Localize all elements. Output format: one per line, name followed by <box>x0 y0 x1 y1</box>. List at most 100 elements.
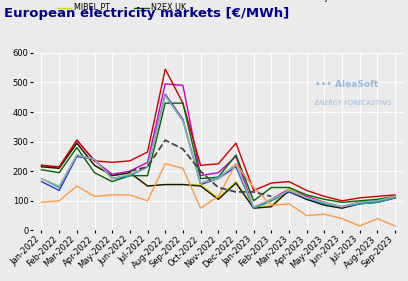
EPEX SPOT DE <box>286 190 291 194</box>
N2EX UK <box>339 201 344 204</box>
MIBEL ES <box>216 198 221 201</box>
MIBEL PT <box>92 164 97 167</box>
EPEX SPOT DE <box>92 158 97 161</box>
IPEX IT <box>127 159 132 162</box>
Nord Pool <box>127 193 132 197</box>
MIBEL PT <box>145 184 150 188</box>
MIBEL PT <box>269 203 274 207</box>
MIBEL PT <box>357 202 362 205</box>
Nord Pool <box>357 224 362 228</box>
IPEX IT <box>357 196 362 200</box>
EPEX SPOT BE <box>233 164 238 167</box>
MIBEL+Adjust. <box>127 169 132 173</box>
Line: MIBEL ES: MIBEL ES <box>42 143 395 208</box>
EPEX SPOT NL <box>163 94 168 98</box>
MIBEL ES <box>198 184 203 188</box>
IPEX IT <box>216 162 221 166</box>
Nord Pool <box>251 186 256 189</box>
Nord Pool <box>74 184 79 188</box>
N2EX UK <box>233 153 238 157</box>
MIBEL+Adjust. <box>251 190 256 194</box>
MIBEL PT <box>251 205 256 209</box>
IPEX IT <box>269 181 274 185</box>
MIBEL ES <box>92 164 97 167</box>
MIBEL ES <box>375 201 380 204</box>
N2EX UK <box>57 171 62 175</box>
EPEX SPOT FR <box>180 84 185 87</box>
N2EX UK <box>110 180 115 183</box>
EPEX SPOT NL <box>304 196 309 200</box>
N2EX UK <box>145 174 150 177</box>
EPEX SPOT FR <box>269 198 274 201</box>
MIBEL PT <box>392 196 397 200</box>
EPEX SPOT FR <box>233 155 238 158</box>
N2EX UK <box>39 168 44 171</box>
IPEX IT <box>180 101 185 105</box>
Nord Pool <box>216 195 221 198</box>
IPEX IT <box>110 161 115 164</box>
EPEX SPOT NL <box>251 205 256 209</box>
EPEX SPOT BE <box>145 165 150 169</box>
EPEX SPOT NL <box>392 195 397 198</box>
EPEX SPOT BE <box>286 189 291 192</box>
MIBEL PT <box>39 165 44 169</box>
Line: EPEX SPOT BE: EPEX SPOT BE <box>42 96 395 208</box>
IPEX IT <box>233 141 238 145</box>
EPEX SPOT BE <box>375 201 380 204</box>
EPEX SPOT DE <box>39 180 44 183</box>
MIBEL ES <box>286 189 291 192</box>
N2EX UK <box>304 193 309 197</box>
Text: ENERGY FORECASTING: ENERGY FORECASTING <box>315 99 391 106</box>
MIBEL+Adjust. <box>269 195 274 198</box>
EPEX SPOT FR <box>357 201 362 204</box>
EPEX SPOT BE <box>339 205 344 209</box>
Nord Pool <box>339 217 344 220</box>
MIBEL PT <box>57 167 62 170</box>
MIBEL+Adjust. <box>233 190 238 194</box>
EPEX SPOT FR <box>286 187 291 191</box>
EPEX SPOT DE <box>375 199 380 203</box>
EPEX SPOT BE <box>357 202 362 205</box>
EPEX SPOT NL <box>339 205 344 209</box>
EPEX SPOT FR <box>304 195 309 198</box>
EPEX SPOT DE <box>216 177 221 180</box>
IPEX IT <box>392 193 397 197</box>
EPEX SPOT DE <box>180 118 185 121</box>
EPEX SPOT BE <box>39 177 44 180</box>
N2EX UK <box>375 198 380 201</box>
MIBEL ES <box>304 198 309 201</box>
MIBEL PT <box>322 202 327 205</box>
IPEX IT <box>74 139 79 142</box>
Nord Pool <box>233 162 238 166</box>
Nord Pool <box>57 199 62 203</box>
MIBEL PT <box>286 187 291 191</box>
EPEX SPOT NL <box>357 201 362 204</box>
EPEX SPOT BE <box>127 174 132 177</box>
EPEX SPOT BE <box>163 94 168 98</box>
IPEX IT <box>163 67 168 71</box>
Line: MIBEL PT: MIBEL PT <box>42 143 395 207</box>
EPEX SPOT NL <box>180 119 185 123</box>
EPEX SPOT NL <box>110 177 115 180</box>
Nord Pool <box>163 162 168 166</box>
MIBEL PT <box>127 171 132 175</box>
EPEX SPOT BE <box>269 199 274 203</box>
Nord Pool <box>322 212 327 216</box>
MIBEL ES <box>339 207 344 210</box>
MIBEL+Adjust. <box>145 165 150 169</box>
EPEX SPOT FR <box>39 164 44 167</box>
Nord Pool <box>304 214 309 217</box>
EPEX SPOT NL <box>127 173 132 176</box>
EPEX SPOT FR <box>251 207 256 210</box>
N2EX UK <box>392 195 397 198</box>
EPEX SPOT NL <box>286 189 291 192</box>
Nord Pool <box>286 202 291 205</box>
IPEX IT <box>251 189 256 192</box>
EPEX SPOT DE <box>322 202 327 205</box>
MIBEL ES <box>251 207 256 210</box>
MIBEL PT <box>304 196 309 200</box>
N2EX UK <box>92 171 97 175</box>
EPEX SPOT FR <box>74 139 79 142</box>
Nord Pool <box>375 217 380 220</box>
N2EX UK <box>127 174 132 177</box>
